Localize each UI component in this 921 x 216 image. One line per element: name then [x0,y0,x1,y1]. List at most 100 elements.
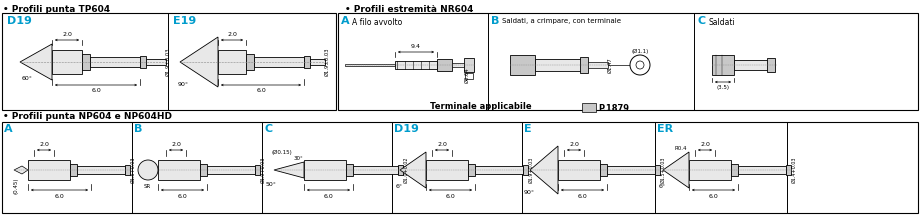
Text: C: C [264,124,272,134]
Text: Ø1.9±0.03: Ø1.9±0.03 [324,48,330,76]
Bar [607,166,655,174]
Text: E: E [524,124,531,134]
Bar [452,63,464,67]
Text: • Profili estremità NR604: • Profili estremità NR604 [345,5,473,14]
Text: E19: E19 [173,16,196,26]
Bar [90,57,140,67]
Text: 6.0: 6.0 [446,194,455,199]
Text: 6.0: 6.0 [256,89,266,94]
Bar [655,165,660,175]
Circle shape [138,160,158,180]
Text: Saldati, a crimpare, con terminale: Saldati, a crimpare, con terminale [502,18,621,24]
Text: SR: SR [144,184,151,189]
Bar [207,166,255,174]
Bar [28,160,70,180]
Bar [158,160,200,180]
Text: Ø1.5+0.03: Ø1.5+0.03 [660,157,666,183]
Text: 2.0: 2.0 [171,143,181,148]
Polygon shape [180,37,218,87]
Text: (Ø1.1): (Ø1.1) [632,48,648,54]
Text: 30°: 30° [294,156,304,160]
Bar [254,57,304,67]
Text: Ø1.47: Ø1.47 [608,57,612,73]
Text: 6°: 6° [396,184,403,189]
Bar [689,160,731,180]
Text: A: A [341,16,350,26]
Bar [338,13,918,110]
Text: C: C [697,16,705,26]
Bar [140,56,146,68]
Text: D19: D19 [7,16,32,26]
Text: P.1879: P.1879 [598,104,629,113]
Bar [426,160,468,180]
Bar [200,164,207,176]
Text: 2.0: 2.0 [62,32,72,37]
Bar [255,165,260,175]
Bar [2,13,336,110]
Text: Ø1.9+0.03: Ø1.9+0.03 [261,157,265,183]
Bar [346,164,353,176]
Bar [52,50,82,74]
Bar [523,165,528,175]
Text: • Profili punta TP604: • Profili punta TP604 [3,5,111,14]
Bar [2,122,918,213]
Text: Saldati: Saldati [708,18,735,27]
Bar [125,165,130,175]
Bar [437,59,452,71]
Polygon shape [20,44,52,80]
Bar [345,64,395,66]
Polygon shape [274,162,304,178]
Bar [734,60,774,70]
Polygon shape [663,152,689,188]
Text: R0.4: R0.4 [675,146,687,151]
Text: 2.0: 2.0 [39,143,49,148]
Bar [738,166,786,174]
Bar [582,103,596,112]
Text: Ø1.4+0.03: Ø1.4+0.03 [791,157,797,183]
Text: 50°: 50° [266,181,277,186]
Bar [395,61,437,69]
Bar [146,59,166,65]
Bar [218,50,246,74]
Bar [70,164,77,176]
Text: A: A [4,124,13,134]
Text: 90°: 90° [178,81,189,86]
Bar [464,58,474,72]
Text: (3.5): (3.5) [717,84,729,89]
Polygon shape [400,152,426,188]
Text: 6.0: 6.0 [708,194,718,199]
Text: • Profili punta NP604 e NP604HD: • Profili punta NP604 e NP604HD [3,112,172,121]
Bar [353,166,398,174]
Text: Ø1.5+0.03: Ø1.5+0.03 [131,157,135,183]
Text: 2.0: 2.0 [569,143,579,148]
Bar [767,58,775,72]
Text: B: B [491,16,499,26]
Bar [475,166,523,174]
Text: 2.0: 2.0 [437,143,447,148]
Bar [712,55,734,75]
Bar [82,54,90,70]
Text: 6.0: 6.0 [91,89,101,94]
Circle shape [630,55,650,75]
Bar [588,62,608,68]
Bar [535,59,585,71]
Text: Ø0.64: Ø0.64 [464,67,470,83]
Bar [600,164,607,176]
Text: Terminale applicabile: Terminale applicabile [430,102,531,111]
Text: 6.0: 6.0 [577,194,588,199]
Bar [304,160,346,180]
Bar [468,164,475,176]
Text: (0.45): (0.45) [14,178,18,194]
Text: 6.0: 6.0 [178,194,187,199]
Text: A filo avvolto: A filo avvolto [352,18,402,27]
Text: ER: ER [657,124,673,134]
Text: 6.0: 6.0 [323,194,333,199]
Text: Ø1.9+0.03: Ø1.9+0.03 [529,157,533,183]
Bar [304,56,310,68]
Text: 9.4: 9.4 [411,44,421,49]
Text: 2.0: 2.0 [227,32,237,37]
Bar [310,59,325,65]
Text: 2.0: 2.0 [700,143,710,148]
Bar [731,164,738,176]
Polygon shape [14,166,28,174]
